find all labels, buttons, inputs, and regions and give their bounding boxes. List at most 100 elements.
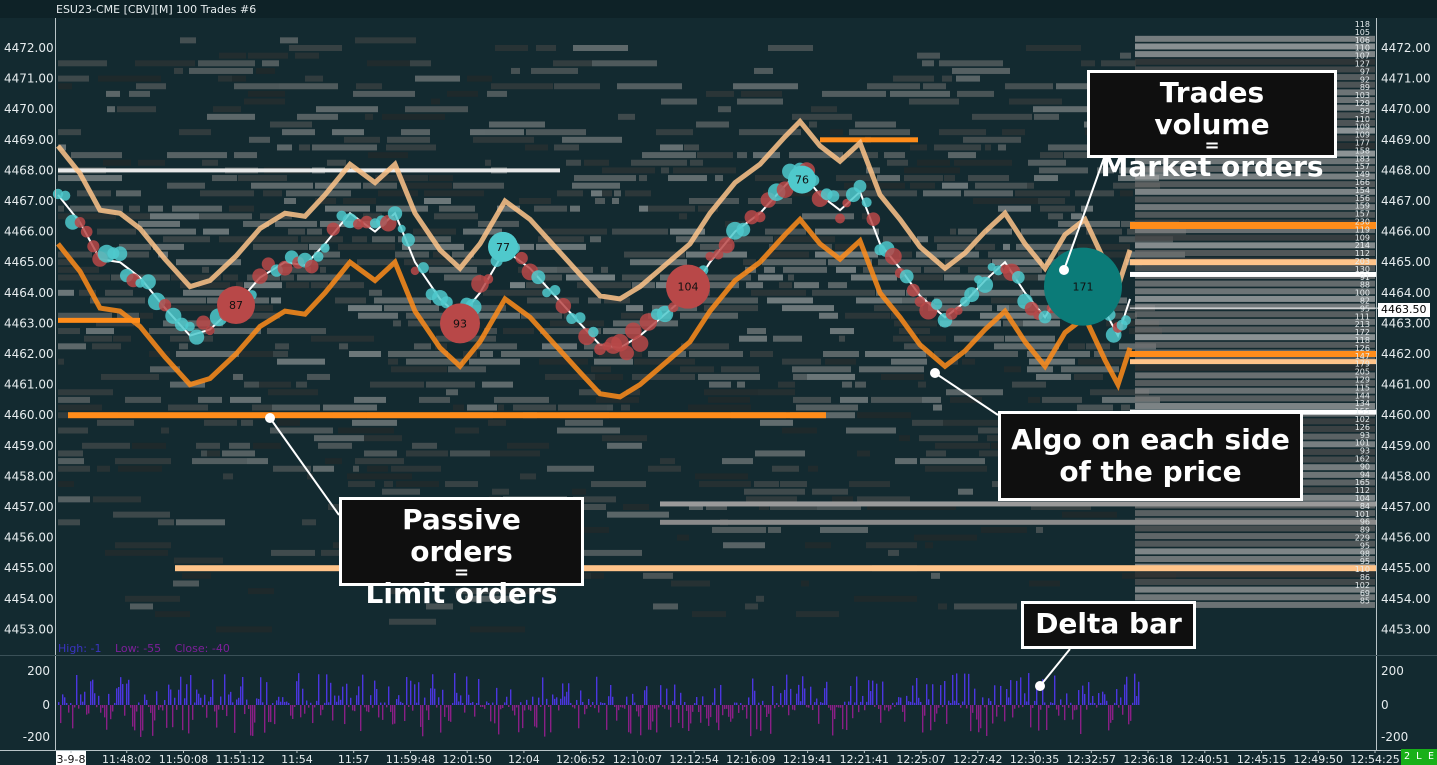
time-label: 12:30:35 <box>1010 753 1059 765</box>
ladder-number: 95 <box>1360 304 1370 313</box>
delta-low: Low: -55 <box>114 642 162 655</box>
trade-bubble-171[interactable]: 171 <box>1044 247 1122 326</box>
ladder-number: 84 <box>1360 502 1370 511</box>
time-label: 12:45:15 <box>1237 753 1286 765</box>
ladder-number: 101 <box>1355 510 1370 519</box>
time-label: 12:32:57 <box>1067 753 1116 765</box>
trade-bubble-104[interactable]: 104 <box>666 264 710 309</box>
price-label-left: 4454.00 <box>4 592 54 606</box>
price-label-right: 4468.00 <box>1381 163 1431 177</box>
ladder-number: 109 <box>1355 233 1370 242</box>
svg-text:104: 104 <box>678 281 699 294</box>
price-label-left: 4466.00 <box>4 225 54 239</box>
svg-text:87: 87 <box>229 299 243 312</box>
ladder-number: 147 <box>1355 352 1370 361</box>
ladder-number: 94 <box>1360 470 1370 479</box>
ladder-number: 118 <box>1355 20 1370 29</box>
price-label-right: 4463.00 <box>1381 316 1431 330</box>
time-label: 12:01:50 <box>442 753 491 765</box>
ladder-number: 110 <box>1355 115 1370 124</box>
ladder-number: 69 <box>1360 589 1370 598</box>
time-label: 12:21:41 <box>840 753 889 765</box>
price-label-left: 4462.00 <box>4 347 54 361</box>
ladder-number: 90 <box>1360 462 1370 471</box>
price-label-left: 4467.00 <box>4 194 54 208</box>
ladder-number: 166 <box>1355 178 1370 187</box>
trade-bubble-87[interactable]: 87 <box>217 286 255 325</box>
ladder-number: 96 <box>1360 518 1370 527</box>
callout-delta-bar: Delta bar <box>1021 601 1196 649</box>
callout-algo-line2: of the price <box>1059 455 1242 488</box>
callout-passive-orders-eq: = <box>453 562 470 583</box>
callout-passive-orders-line1: Passive orders <box>402 503 521 568</box>
ladder-number: 86 <box>1360 573 1370 582</box>
time-label: 12:49:50 <box>1294 753 1343 765</box>
time-label: 12:04 <box>508 753 540 765</box>
delta-high: High: -1 <box>58 642 102 655</box>
ladder-number: 110 <box>1355 565 1370 574</box>
ladder-number: 155 <box>1355 407 1370 416</box>
delta-close: Close: -40 <box>174 642 230 655</box>
time-label: 11:57 <box>338 753 370 765</box>
ladder-number: 112 <box>1355 486 1370 495</box>
ladder-number: 101 <box>1355 439 1370 448</box>
price-label-right: 4465.00 <box>1381 255 1431 269</box>
price-label-left: 4465.00 <box>4 255 54 269</box>
ladder-number: 154 <box>1355 186 1370 195</box>
ladder-number: 102 <box>1355 581 1370 590</box>
ladder-number: 126 <box>1355 423 1370 432</box>
price-label-left: 4456.00 <box>4 531 54 545</box>
ladder-number: 162 <box>1355 455 1370 464</box>
ladder-number: 98 <box>1360 549 1370 558</box>
trade-bubble-93[interactable]: 93 <box>440 303 480 344</box>
ladder-number: 104 <box>1355 494 1370 503</box>
ladder-number: 82 <box>1360 297 1370 306</box>
ladder-number: 103 <box>1355 91 1370 100</box>
ladder-number: 115 <box>1355 383 1370 392</box>
price-label-left: 4461.00 <box>4 378 54 392</box>
trade-bubble-76[interactable]: 76 <box>788 165 816 194</box>
price-label-left: 4453.00 <box>4 622 54 636</box>
ladder-number: 95 <box>1360 557 1370 566</box>
ladder-number: 112 <box>1355 249 1370 258</box>
ladder-number: 99 <box>1360 107 1370 116</box>
price-label-left: 4470.00 <box>4 102 54 116</box>
ladder-number: 134 <box>1355 399 1370 408</box>
price-label-left: 4469.00 <box>4 133 54 147</box>
chart-title: ESU23-CME [CBV][M] 100 Trades #6 <box>56 3 257 16</box>
current-price-tag: 4463.50 <box>1378 303 1430 317</box>
ladder-number: 85 <box>1360 597 1370 606</box>
ladder-number: 92 <box>1360 75 1370 84</box>
ladder-number: 144 <box>1355 391 1370 400</box>
price-label-right: 4472.00 <box>1381 41 1431 55</box>
time-label: 12:40:51 <box>1180 753 1229 765</box>
price-label-left: 4464.00 <box>4 286 54 300</box>
time-label: 12:16:09 <box>726 753 775 765</box>
ladder-number: 165 <box>1355 478 1370 487</box>
price-label-right: 4464.00 <box>1381 286 1431 300</box>
ladder-number: 105 <box>1355 28 1370 37</box>
ladder-number: 111 <box>1355 312 1370 321</box>
callout-trades-volume: Trades volume = Market orders <box>1087 70 1337 183</box>
ladder-number: 177 <box>1355 139 1370 148</box>
time-label: 12:54:25 <box>1350 753 1399 765</box>
price-label-left: 4457.00 <box>4 500 54 514</box>
ladder-number: 158 <box>1355 146 1370 155</box>
ladder-number: 205 <box>1355 368 1370 377</box>
trade-bubble-77[interactable]: 77 <box>488 231 518 262</box>
callout-algo: Algo on each side of the price <box>998 411 1303 501</box>
ladder-number: 106 <box>1355 36 1370 45</box>
time-label: 11:48:02 <box>102 753 151 765</box>
ladder-number: 97 <box>1360 67 1370 76</box>
status-badge[interactable]: 2 L E <box>1401 749 1437 765</box>
price-label-right: 4471.00 <box>1381 72 1431 86</box>
price-label-right: 4458.00 <box>1381 469 1431 483</box>
price-label-right: 4466.00 <box>1381 225 1431 239</box>
price-label-right: 4462.00 <box>1381 347 1431 361</box>
callout-trades-volume-eq: = <box>1204 135 1220 156</box>
time-label: 12:19:41 <box>783 753 832 765</box>
svg-text:77: 77 <box>496 241 510 254</box>
trade-bubbles: 87 93 77 104 76 171 <box>217 165 1122 344</box>
callout-passive-orders-line2: Limit orders <box>365 577 558 610</box>
time-label: 12:25:07 <box>896 753 945 765</box>
